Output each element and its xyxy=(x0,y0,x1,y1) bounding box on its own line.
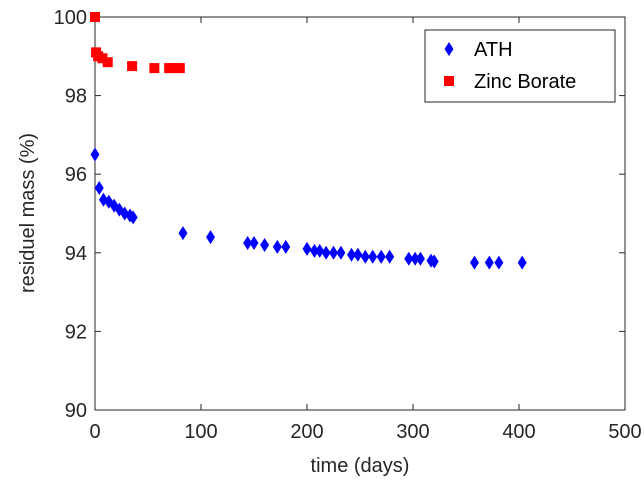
ath-point xyxy=(329,245,338,260)
ath-point xyxy=(260,237,270,252)
ath-point xyxy=(385,249,395,264)
ath-point xyxy=(243,235,253,250)
ath-point xyxy=(404,251,414,266)
legend-label-ath: ATH xyxy=(474,39,513,61)
x-tick-label: 400 xyxy=(502,421,535,443)
ath-point xyxy=(410,251,420,266)
ath-point xyxy=(517,255,527,270)
zinc-borate-point xyxy=(174,63,185,74)
series-ath xyxy=(90,147,527,270)
x-tick-label: 0 xyxy=(89,421,100,443)
ath-point xyxy=(336,245,346,260)
y-tick-label: 92 xyxy=(65,321,87,343)
series-zinc-borate xyxy=(90,12,185,74)
ath-point xyxy=(249,235,259,250)
ath-point xyxy=(272,239,282,254)
data-marks xyxy=(90,12,527,270)
ath-point xyxy=(281,239,291,254)
x-tick-label: 500 xyxy=(608,421,641,443)
legend-box xyxy=(424,29,616,103)
ath-point xyxy=(494,255,504,270)
ath-point xyxy=(309,243,319,258)
ath-point xyxy=(302,241,312,256)
ath-point xyxy=(347,247,357,262)
y-tick-label: 98 xyxy=(65,86,87,108)
ath-point xyxy=(321,245,331,260)
ath-point xyxy=(178,226,188,241)
y-axis-label: residuel mass (%) xyxy=(17,133,39,293)
zinc-borate-point xyxy=(149,63,160,74)
ath-point xyxy=(90,147,100,162)
zinc-borate-point xyxy=(169,63,180,74)
legend-marker-ath xyxy=(444,42,454,56)
zinc-borate-point xyxy=(127,61,138,72)
y-tick-label: 96 xyxy=(65,164,87,186)
ath-point xyxy=(429,254,439,269)
x-axis-ticks: 0 100 200 300 400 500 xyxy=(89,17,642,443)
legend: ATH Zinc Borate xyxy=(424,29,616,103)
x-tick-label: 300 xyxy=(396,421,429,443)
x-tick-label: 100 xyxy=(184,421,217,443)
ath-point xyxy=(206,230,216,245)
ath-point xyxy=(469,255,479,270)
y-tick-label: 94 xyxy=(65,243,87,265)
zinc-borate-point xyxy=(90,12,100,22)
ath-point xyxy=(360,249,370,264)
ath-point xyxy=(415,251,425,266)
ath-point xyxy=(368,249,378,264)
y-tick-label: 90 xyxy=(65,400,87,422)
ath-point xyxy=(315,243,325,258)
zinc-borate-point xyxy=(102,57,113,68)
legend-label-zinc-borate: Zinc Borate xyxy=(474,71,576,93)
ath-point xyxy=(484,255,494,270)
y-tick-label: 100 xyxy=(54,7,87,29)
legend-marker-zinc-borate xyxy=(444,76,454,86)
ath-point xyxy=(353,247,363,262)
x-axis-label: time (days) xyxy=(311,455,410,477)
ath-point xyxy=(128,210,138,225)
zinc-borate-point xyxy=(97,53,108,64)
ath-point xyxy=(94,180,104,195)
x-tick-label: 200 xyxy=(290,421,323,443)
zinc-borate-point xyxy=(164,63,175,74)
ath-point xyxy=(376,249,386,264)
